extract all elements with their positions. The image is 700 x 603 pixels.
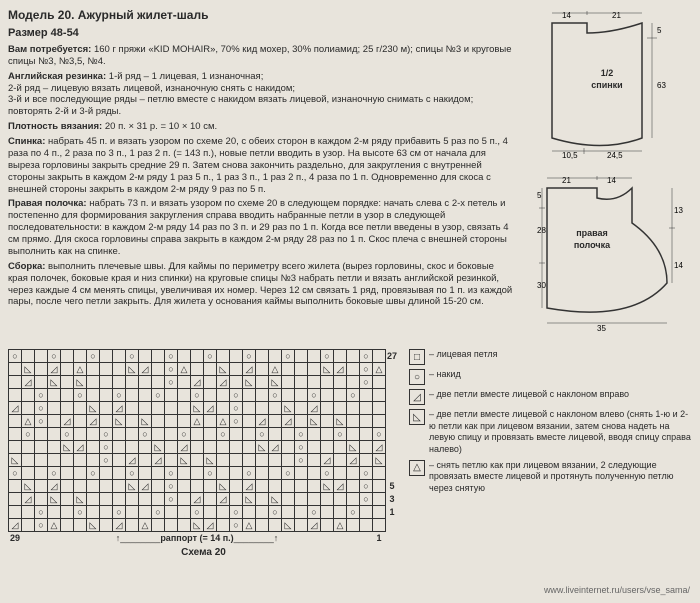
svg-text:14: 14 [562,11,571,20]
legend-item: ○– накид [409,369,692,385]
svg-text:5: 5 [657,26,662,35]
front-instructions: Правая полочка: набрать 73 п. и вязать у… [8,198,514,257]
legend-item: □– лицевая петля [409,349,692,365]
size-line: Размер 48-54 [8,26,514,40]
stitch-chart: ○○○○○○○○○○27◺◿△◺◿○△◺◿△◺◿○△◿◺◺○◿◿◺◺○○○○○○… [8,349,399,559]
svg-text:63: 63 [657,81,666,90]
watermark: www.liveinternet.ru/users/vse_sama/ [544,585,690,597]
chart-label: Схема 20 [8,546,399,559]
svg-text:14: 14 [674,261,683,270]
back-instructions: Спинка: набрать 45 п. и вязать узором по… [8,136,514,195]
svg-text:10,5: 10,5 [562,151,578,160]
svg-text:30: 30 [537,281,546,290]
legend-item: △– снять петлю как при лицевом вязании, … [409,460,692,495]
svg-text:13: 13 [674,206,683,215]
assembly-instructions: Сборка: выполнить плечевые швы. Для кайм… [8,261,514,309]
legend: □– лицевая петля ○– накид ◿– две петли вме… [409,349,692,559]
svg-text:28: 28 [537,226,546,235]
schematic-back: 14 21 5 63 10,5 24,5 1/2 спинки [522,8,692,163]
materials: Вам потребуется: 160 г пряжи «KID MOHAIR… [8,44,514,68]
schematic-front: 21 14 5 28 30 13 14 35 правая полочка [522,173,692,333]
legend-item: ◺– две петли вместе лицевой с наклоном в… [409,409,692,456]
gauge: Плотность вязания: 20 п. × 31 р. = 10 × … [8,121,514,133]
rib-pattern: Английская резинка: 1-й ряд – 1 лицевая,… [8,71,514,119]
legend-item: ◿– две петли вместе лицевой с наклоном в… [409,389,692,405]
svg-text:5: 5 [537,191,542,200]
pattern-title: Модель 20. Ажурный жилет-шаль [8,8,514,24]
svg-text:35: 35 [597,324,606,333]
svg-text:21: 21 [612,11,621,20]
svg-text:24,5: 24,5 [607,151,623,160]
svg-text:21: 21 [562,176,571,185]
svg-text:14: 14 [607,176,616,185]
